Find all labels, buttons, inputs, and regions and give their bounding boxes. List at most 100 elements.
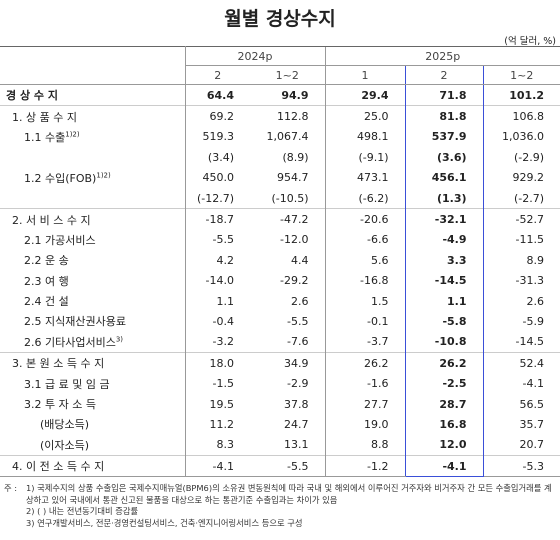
cell: -3.7	[324, 331, 406, 353]
cell: 16.8	[404, 414, 484, 435]
cell: (-12.7)	[196, 191, 234, 205]
footnote: 1) 국제수지의 상품 수출입은 국제수지매뉴얼(BPM6)의 소유권 변동원칙…	[26, 483, 552, 505]
cell: -32.1	[404, 208, 484, 230]
cell: -4.1	[404, 455, 484, 478]
row: 1.2 수입(FOB)1)2) 450.0 954.7 473.1 456.1 929.2	[0, 167, 560, 188]
cell: -1.2	[324, 455, 406, 478]
label-text: 1. 상 품 수 지	[12, 110, 77, 124]
cell: -2.9	[287, 377, 309, 391]
column-header: 2	[185, 65, 250, 85]
row: 2. 서 비 스 수 지 -18.7 -47.2 -20.6 -32.1 -52.7	[0, 208, 560, 230]
cell: -14.0	[205, 274, 234, 288]
cell: 929.2	[512, 171, 545, 185]
cell: 537.9	[404, 126, 484, 148]
cell: -52.7	[483, 208, 560, 230]
label-text: 2.3 여 행	[24, 274, 69, 288]
cell: 1.1	[404, 290, 484, 312]
row: (배당소득) 11.2 24.7 19.0 16.8 35.7	[0, 414, 560, 435]
row: (3.4) (8.9) (-9.1) (3.6) (-2.9)	[0, 147, 560, 168]
column-header: 1	[324, 65, 406, 85]
cell: -5.8	[404, 311, 484, 332]
cell: 28.7	[404, 393, 484, 415]
cell: 56.5	[519, 397, 545, 411]
row-label: 1. 상 품 수 지	[0, 105, 186, 127]
cell: 35.7	[519, 417, 545, 431]
label-text: 4. 이 전 소 득 수 지	[12, 460, 105, 474]
cell: 18.0	[185, 352, 250, 374]
row: 2.6 기타사업서비스3) -3.2 -7.6 -3.7 -10.8 -14.5	[0, 331, 560, 353]
cell: -10.8	[404, 331, 484, 353]
cell: -5.9	[522, 314, 545, 328]
cell: 106.8	[483, 105, 560, 127]
footnote-ref: 3)	[115, 335, 124, 344]
column-header: 1~2	[483, 65, 560, 85]
label-text: 2.2 운 송	[24, 254, 69, 268]
label-text: (배당소득)	[40, 418, 90, 432]
column-header: 1~2	[250, 65, 326, 85]
label-text: 경 상 수 지	[6, 89, 58, 103]
label-text: 3.1 급 료 및 임 금	[24, 377, 110, 391]
cell: -29.2	[280, 274, 309, 288]
cell: 94.9	[281, 88, 309, 102]
cell: 12.0	[404, 434, 484, 456]
cell: -11.5	[515, 233, 545, 247]
cell: 19.5	[209, 397, 235, 411]
row: (-12.7) (-10.5) (-6.2) (1.3) (-2.7)	[0, 187, 560, 209]
row-label: 2.3 여 행	[0, 270, 186, 291]
label-text: 2. 서 비 스 수 지	[12, 213, 91, 227]
cell: -5.5	[287, 314, 309, 328]
cell: (8.9)	[282, 150, 309, 164]
row: 4. 이 전 소 득 수 지 -4.1 -5.5 -1.2 -4.1 -5.3	[0, 455, 560, 478]
cell: 450.0	[202, 171, 235, 185]
cell: 37.8	[284, 397, 309, 411]
cell: (1.3)	[404, 187, 484, 209]
cell: 2.6	[526, 294, 545, 308]
label-text: 1.2 수입(FOB)	[24, 171, 97, 185]
cell: -14.5	[404, 270, 484, 291]
label-text: 3.2 투 자 소 득	[24, 398, 96, 412]
notes: 주 : 1) 국제수지의 상품 수출입은 국제수지매뉴얼(BPM6)의 소유권 …	[4, 483, 556, 529]
row: 3. 본 원 소 득 수 지 18.0 34.9 26.2 26.2 52.4	[0, 352, 560, 374]
cell: 456.1	[404, 167, 484, 188]
cell: 1,067.4	[266, 130, 309, 144]
row-label: 2.5 지식재산권사용료	[0, 311, 186, 332]
label-text: 2.4 건 설	[24, 295, 69, 309]
cell: 473.1	[324, 167, 406, 188]
cell: -6.6	[324, 229, 406, 251]
row: 1.1 수출1)2) 519.3 1,067.4 498.1 537.9 1,036.0	[0, 126, 560, 148]
row-label: (배당소득)	[0, 414, 186, 435]
cell: -20.6	[324, 208, 406, 230]
row: (이자소득) 8.3 13.1 8.8 12.0 20.7	[0, 434, 560, 456]
cell: 52.4	[483, 352, 560, 374]
label-text: 3. 본 원 소 득 수 지	[12, 357, 105, 371]
row-label: 2. 서 비 스 수 지	[0, 208, 186, 230]
cell: -5.3	[483, 455, 560, 478]
row-label: 경 상 수 지	[0, 84, 186, 106]
cell: 29.4	[324, 84, 406, 106]
row-label: 2.6 기타사업서비스3)	[0, 331, 186, 353]
row: 2.4 건 설 1.1 2.6 1.5 1.1 2.6	[0, 290, 560, 312]
cell: -5.5	[212, 233, 234, 247]
cell: 8.3	[216, 438, 235, 452]
notes-prefix: 주 :	[4, 483, 18, 493]
footnote: 2) ( ) 내는 전년동기대비 증감률	[26, 506, 139, 516]
group-header: 2024p	[185, 46, 326, 66]
cell: 1.5	[324, 290, 406, 312]
cell: 4.2	[216, 253, 235, 267]
cell: 64.4	[206, 88, 234, 102]
row: 3.1 급 료 및 임 금 -1.5 -2.9 -1.6 -2.5 -4.1	[0, 373, 560, 394]
cell: (3.4)	[207, 150, 234, 164]
label-text: (이자소득)	[40, 438, 90, 452]
cell: (-10.5)	[271, 191, 309, 205]
cell: -0.1	[324, 311, 406, 332]
row-label: 2.2 운 송	[0, 250, 186, 271]
cell: 101.2	[509, 88, 545, 102]
row-label: 1.2 수입(FOB)1)2)	[0, 167, 186, 188]
cell: -18.7	[185, 208, 250, 230]
row-label	[0, 147, 186, 168]
cell: -14.5	[515, 335, 545, 349]
cell: -0.4	[212, 314, 234, 328]
cell: (-2.7)	[513, 191, 545, 205]
cell: -47.2	[250, 208, 326, 230]
